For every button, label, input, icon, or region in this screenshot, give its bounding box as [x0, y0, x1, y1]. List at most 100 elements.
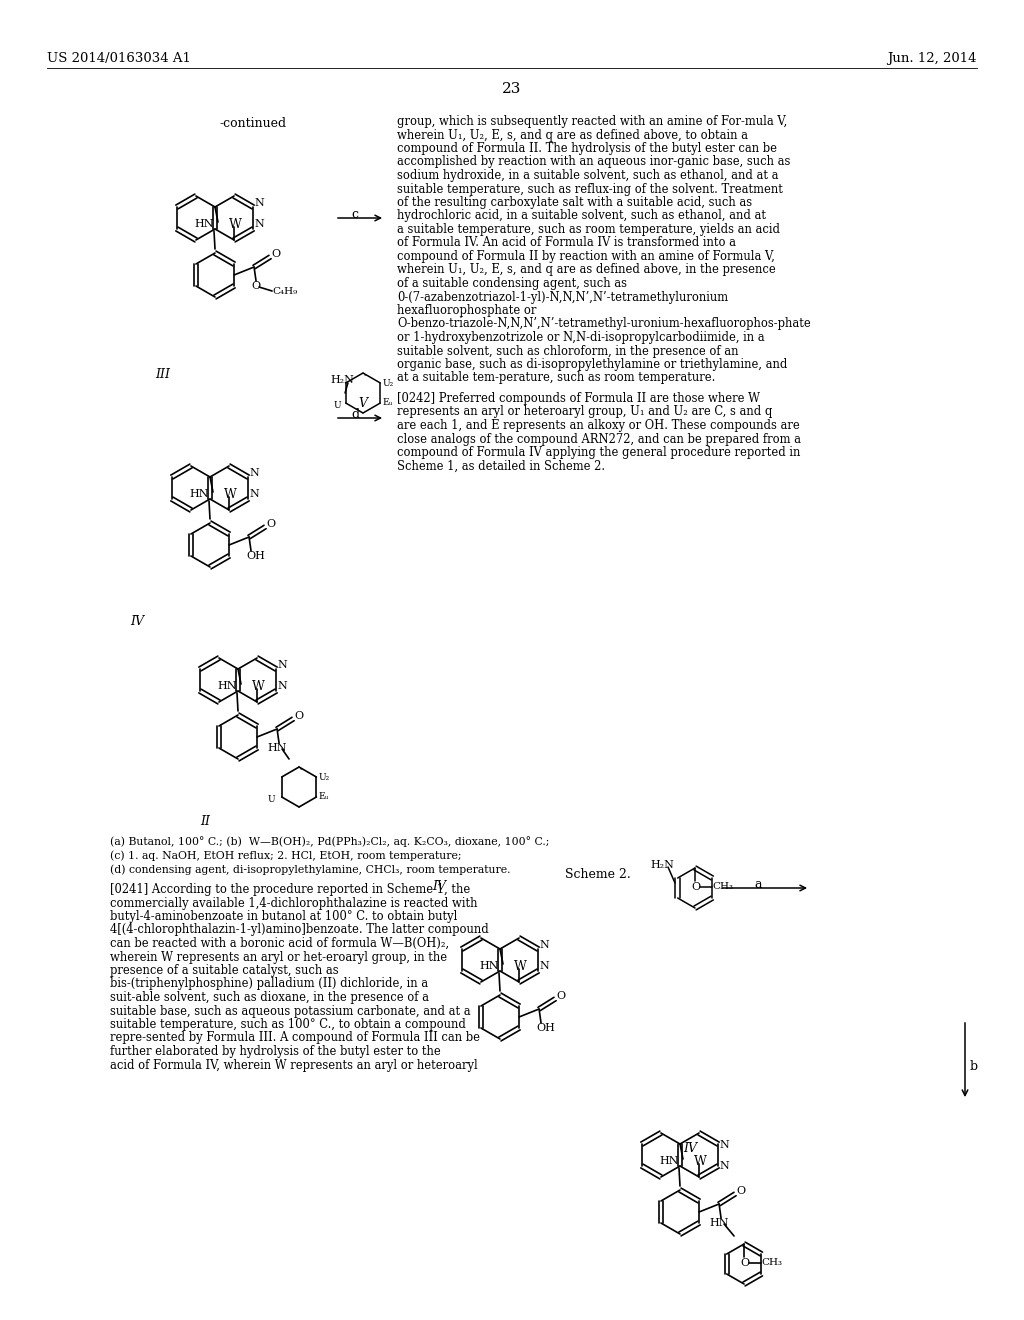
Text: Scheme 2.: Scheme 2.	[565, 869, 631, 880]
Text: (c) 1. aq. NaOH, EtOH reflux; 2. HCl, EtOH, room temperature;: (c) 1. aq. NaOH, EtOH reflux; 2. HCl, Et…	[110, 850, 462, 861]
Text: IV: IV	[432, 880, 446, 894]
Text: can be reacted with a boronic acid of formula W—B(OH)₂,: can be reacted with a boronic acid of fo…	[110, 937, 450, 950]
Text: N: N	[539, 940, 549, 950]
Text: wherein W represents an aryl or het-eroaryl group, in the: wherein W represents an aryl or het-eroa…	[110, 950, 447, 964]
Text: (d) condensing agent, di-isopropylethylamine, CHCl₃, room temperature.: (d) condensing agent, di-isopropylethyla…	[110, 865, 511, 875]
Text: O: O	[740, 1258, 750, 1269]
Text: O: O	[294, 711, 303, 721]
Text: group, which is subsequently reacted with an amine of For-mula V,: group, which is subsequently reacted wit…	[397, 115, 787, 128]
Text: acid of Formula IV, wherein W represents an aryl or heteroaryl: acid of Formula IV, wherein W represents…	[110, 1059, 478, 1072]
Text: wherein U₁, U₂, E, s, and q are as defined above, to obtain a: wherein U₁, U₂, E, s, and q are as defin…	[397, 128, 748, 141]
Text: hexafluorophosphate or: hexafluorophosphate or	[397, 304, 537, 317]
Text: of the resulting carboxylate salt with a suitable acid, such as: of the resulting carboxylate salt with a…	[397, 195, 752, 209]
Text: of Formula IV. An acid of Formula IV is transformed into a: of Formula IV. An acid of Formula IV is …	[397, 236, 736, 249]
Text: ˢ: ˢ	[364, 374, 367, 381]
Text: (a) Butanol, 100° C.; (b)  W—B(OH)₂, Pd(PPh₃)₂Cl₂, aq. K₂CO₃, dioxane, 100° C.;: (a) Butanol, 100° C.; (b) W—B(OH)₂, Pd(P…	[110, 836, 549, 847]
Text: N: N	[278, 660, 287, 671]
Text: at a suitable tem-perature, such as room temperature.: at a suitable tem-perature, such as room…	[397, 371, 716, 384]
Text: [0241] According to the procedure reported in Scheme 1, the: [0241] According to the procedure report…	[110, 883, 470, 896]
Text: O: O	[266, 519, 275, 529]
Text: C₄H₉: C₄H₉	[272, 286, 297, 296]
Text: U: U	[267, 795, 275, 804]
Text: HN: HN	[189, 488, 209, 499]
Text: O: O	[691, 882, 700, 892]
Text: suitable temperature, such as reflux-ing of the solvent. Treatment: suitable temperature, such as reflux-ing…	[397, 182, 783, 195]
Text: HN: HN	[479, 961, 499, 972]
Text: N: N	[249, 469, 259, 478]
Text: H₂N: H₂N	[330, 375, 354, 385]
Text: H₂N: H₂N	[650, 861, 674, 870]
Text: N: N	[254, 198, 264, 209]
Text: wherein U₁, U₂, E, s, and q are as defined above, in the presence: wherein U₁, U₂, E, s, and q are as defin…	[397, 264, 776, 276]
Text: commercially available 1,4-dichlorophthalazine is reacted with: commercially available 1,4-dichlorophtha…	[110, 896, 477, 909]
Text: IV: IV	[683, 1142, 697, 1155]
Text: W: W	[514, 960, 527, 973]
Text: suitable solvent, such as chloroform, in the presence of an: suitable solvent, such as chloroform, in…	[397, 345, 738, 358]
Text: HN: HN	[194, 219, 213, 228]
Text: CH₃: CH₃	[712, 882, 733, 891]
Text: N: N	[254, 219, 264, 228]
Text: 23: 23	[503, 82, 521, 96]
Text: II: II	[200, 814, 210, 828]
Text: a suitable temperature, such as room temperature, yields an acid: a suitable temperature, such as room tem…	[397, 223, 780, 236]
Text: W: W	[229, 218, 242, 231]
Text: Jun. 12, 2014: Jun. 12, 2014	[888, 51, 977, 65]
Text: 0-(7-azabenzotriazol-1-yl)-N,N,N’,N’-tetramethyluronium: 0-(7-azabenzotriazol-1-yl)-N,N,N’,N’-tet…	[397, 290, 728, 304]
Text: bis-(triphenylphosphine) palladium (II) dichloride, in a: bis-(triphenylphosphine) palladium (II) …	[110, 978, 428, 990]
Text: N: N	[278, 681, 287, 690]
Text: sodium hydroxide, in a suitable solvent, such as ethanol, and at a: sodium hydroxide, in a suitable solvent,…	[397, 169, 778, 182]
Text: O: O	[271, 249, 281, 259]
Text: a: a	[754, 878, 762, 891]
Text: presence of a suitable catalyst, such as: presence of a suitable catalyst, such as	[110, 964, 339, 977]
Text: c: c	[351, 209, 358, 220]
Text: O: O	[556, 991, 565, 1001]
Text: N: N	[249, 488, 259, 499]
Text: 4[(4-chlorophthalazin-1-yl)amino]benzoate. The latter compound: 4[(4-chlorophthalazin-1-yl)amino]benzoat…	[110, 924, 488, 936]
Text: HN: HN	[659, 1156, 679, 1166]
Text: Eᵤ: Eᵤ	[382, 399, 392, 407]
Text: O: O	[251, 281, 260, 290]
Text: are each 1, and E represents an alkoxy or OH. These compounds are: are each 1, and E represents an alkoxy o…	[397, 418, 800, 432]
Text: O: O	[736, 1185, 745, 1196]
Text: organic base, such as di-isopropylethylamine or triethylamine, and: organic base, such as di-isopropylethyla…	[397, 358, 787, 371]
Text: U₂: U₂	[318, 774, 330, 781]
Text: accomplished by reaction with an aqueous inor-ganic base, such as: accomplished by reaction with an aqueous…	[397, 156, 791, 169]
Text: HN: HN	[267, 743, 287, 752]
Text: Eᵤ: Eᵤ	[318, 792, 329, 801]
Text: suitable base, such as aqueous potassium carbonate, and at a: suitable base, such as aqueous potassium…	[110, 1005, 471, 1018]
Text: butyl-4-aminobenzoate in butanol at 100° C. to obtain butyl: butyl-4-aminobenzoate in butanol at 100°…	[110, 909, 458, 923]
Text: V: V	[358, 397, 367, 411]
Text: W: W	[252, 680, 265, 693]
Text: suitable temperature, such as 100° C., to obtain a compound: suitable temperature, such as 100° C., t…	[110, 1018, 466, 1031]
Text: suit-able solvent, such as dioxane, in the presence of a: suit-able solvent, such as dioxane, in t…	[110, 991, 429, 1005]
Text: compound of Formula IV applying the general procedure reported in: compound of Formula IV applying the gene…	[397, 446, 801, 459]
Text: or 1-hydroxybenzotrizole or N,N-di-isopropylcarbodiimide, in a: or 1-hydroxybenzotrizole or N,N-di-isopr…	[397, 331, 765, 345]
Text: W: W	[224, 488, 237, 502]
Text: of a suitable condensing agent, such as: of a suitable condensing agent, such as	[397, 277, 627, 290]
Text: -continued: -continued	[220, 117, 287, 129]
Text: compound of Formula II. The hydrolysis of the butyl ester can be: compound of Formula II. The hydrolysis o…	[397, 143, 777, 154]
Text: U₂: U₂	[382, 379, 393, 388]
Text: N: N	[719, 1162, 729, 1171]
Text: HN: HN	[709, 1218, 728, 1228]
Text: OH: OH	[536, 1023, 555, 1034]
Text: IV: IV	[130, 615, 144, 628]
Text: represents an aryl or heteroaryl group, U₁ and U₂ are C, s and q: represents an aryl or heteroaryl group, …	[397, 405, 772, 418]
Text: Scheme 1, as detailed in Scheme 2.: Scheme 1, as detailed in Scheme 2.	[397, 459, 605, 473]
Text: further elaborated by hydrolysis of the butyl ester to the: further elaborated by hydrolysis of the …	[110, 1045, 440, 1059]
Text: CH₃: CH₃	[761, 1258, 782, 1267]
Text: O-benzo-triazole-N,N,N’,N’-tetramethyl-uronium-hexafluorophos-phate: O-benzo-triazole-N,N,N’,N’-tetramethyl-u…	[397, 318, 811, 330]
Text: N: N	[539, 961, 549, 972]
Text: W: W	[694, 1155, 707, 1168]
Text: close analogs of the compound ARN272, and can be prepared from a: close analogs of the compound ARN272, an…	[397, 433, 801, 446]
Text: III: III	[155, 368, 170, 381]
Text: US 2014/0163034 A1: US 2014/0163034 A1	[47, 51, 190, 65]
Text: d: d	[351, 408, 359, 421]
Text: [0242] Preferred compounds of Formula II are those where W: [0242] Preferred compounds of Formula II…	[397, 392, 760, 405]
Text: compound of Formula II by reaction with an amine of Formula V,: compound of Formula II by reaction with …	[397, 249, 775, 263]
Text: N: N	[719, 1140, 729, 1150]
Text: U: U	[334, 401, 341, 411]
Text: ˢ: ˢ	[300, 767, 303, 775]
Text: repre-sented by Formula III. A compound of Formula III can be: repre-sented by Formula III. A compound …	[110, 1031, 480, 1044]
Text: HN: HN	[217, 681, 237, 690]
